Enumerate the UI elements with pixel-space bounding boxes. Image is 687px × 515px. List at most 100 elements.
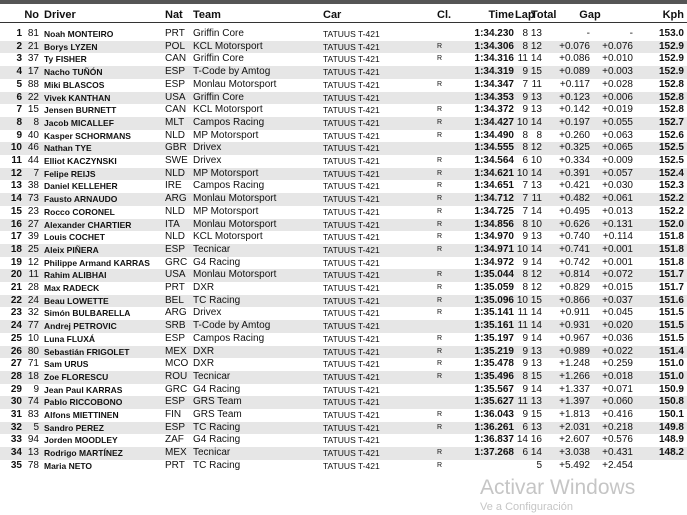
table-row: 25 10 Luna FLUXÁ ESP Campos Racing TATUUS T-4… bbox=[0, 333, 687, 346]
best-lap-cell: 9 bbox=[522, 104, 528, 116]
table-row: 7 15 Jensen BURNETT CAN KCL Motorsport TATUUS… bbox=[0, 104, 687, 117]
best-lap-cell: 9 bbox=[522, 332, 528, 344]
team-cell: Campos Racing bbox=[193, 116, 265, 128]
car-number-cell: 10 bbox=[27, 332, 39, 344]
total-laps-cell: 14 bbox=[530, 167, 542, 179]
car-number-cell: 74 bbox=[27, 396, 39, 408]
car-model-cell: TATUUS T-421 bbox=[323, 346, 380, 357]
car-model-cell: TATUUS T-421 bbox=[323, 422, 380, 433]
interval-cell: +0.013 bbox=[602, 205, 633, 217]
team-cell: TC Racing bbox=[193, 294, 241, 306]
interval-cell: +0.114 bbox=[602, 231, 633, 243]
position-cell: 24 bbox=[10, 320, 22, 332]
total-laps-cell: 13 bbox=[530, 104, 542, 116]
interval-cell: +0.045 bbox=[602, 307, 633, 319]
speed-kph-cell: 152.9 bbox=[658, 66, 684, 78]
gap-cell: +1.248 bbox=[559, 358, 590, 370]
nationality-cell: MEX bbox=[165, 447, 187, 459]
driver-name-cell: Rocco CORONEL bbox=[44, 206, 115, 217]
speed-kph-cell: 152.6 bbox=[658, 129, 684, 141]
best-time-cell: 1:34.725 bbox=[474, 205, 514, 217]
interval-cell: +0.028 bbox=[602, 78, 633, 90]
best-lap-cell: 8 bbox=[522, 40, 528, 52]
interval-cell: +0.057 bbox=[602, 167, 633, 179]
car-model-cell: TATUUS T-421 bbox=[323, 359, 380, 370]
team-cell: GRS Team bbox=[193, 409, 242, 420]
best-time-cell: 1:35.478 bbox=[474, 358, 514, 370]
position-cell: 21 bbox=[10, 282, 22, 293]
header-car: Car bbox=[323, 9, 342, 21]
car-model-cell: TATUUS T-421 bbox=[323, 384, 380, 395]
class-cell: R bbox=[437, 169, 443, 177]
gap-cell: +0.123 bbox=[559, 91, 590, 103]
interval-cell: +0.036 bbox=[602, 332, 633, 344]
car-model-cell: TATUUS T-421 bbox=[323, 105, 380, 116]
best-time-cell: 1:35.627 bbox=[474, 396, 514, 408]
team-cell: MP Motorsport bbox=[193, 129, 259, 141]
driver-name-cell: Felipe REIJS bbox=[44, 168, 96, 179]
class-cell: R bbox=[437, 284, 443, 291]
total-laps-cell: 14 bbox=[530, 383, 542, 395]
best-lap-cell: 9 bbox=[522, 345, 528, 357]
team-cell: Campos Racing bbox=[193, 332, 265, 344]
car-number-cell: 46 bbox=[27, 142, 39, 154]
driver-name-cell: Max RADECK bbox=[44, 283, 100, 293]
class-cell: R bbox=[437, 118, 443, 126]
gap-cell: +0.142 bbox=[559, 104, 590, 116]
position-cell: 4 bbox=[16, 66, 22, 78]
nationality-cell: ESP bbox=[165, 66, 186, 78]
driver-name-cell: Luna FLUXÁ bbox=[44, 333, 95, 344]
car-model-cell: TATUUS T-421 bbox=[323, 117, 380, 128]
team-cell: KCL Motorsport bbox=[193, 104, 263, 116]
table-row: 4 17 Nacho TUÑÓN ESP T-Code by Amtog TATUUS T… bbox=[0, 66, 687, 79]
header-lap: Lap bbox=[515, 9, 535, 21]
speed-kph-cell: 150.8 bbox=[658, 396, 684, 408]
car-number-cell: 94 bbox=[27, 434, 39, 446]
gap-cell: +1.397 bbox=[559, 396, 590, 408]
position-cell: 33 bbox=[10, 434, 22, 446]
car-model-cell: TATUUS T-421 bbox=[323, 232, 380, 243]
car-model-cell: TATUUS T-421 bbox=[323, 460, 380, 471]
nationality-cell: ARG bbox=[165, 307, 187, 319]
best-lap-cell: 11 bbox=[517, 307, 528, 319]
best-lap-cell: 8 bbox=[522, 218, 528, 230]
nationality-cell: SRB bbox=[165, 320, 186, 332]
car-model-cell: TATUUS T-421 bbox=[323, 54, 380, 65]
class-cell: R bbox=[437, 449, 443, 457]
position-cell: 19 bbox=[10, 256, 22, 268]
speed-kph-cell: 148.2 bbox=[658, 447, 684, 459]
table-header: No Driver Nat Team Car Cl. Time Lap Tota… bbox=[0, 6, 687, 23]
car-number-cell: 8 bbox=[33, 116, 39, 128]
class-cell: R bbox=[437, 347, 443, 355]
total-laps-cell: 14 bbox=[530, 256, 542, 268]
total-laps-cell: 14 bbox=[530, 332, 542, 344]
car-number-cell: 38 bbox=[27, 180, 39, 192]
car-model-cell: TATUUS T-421 bbox=[323, 92, 380, 103]
car-number-cell: 15 bbox=[27, 104, 39, 116]
car-model-cell: TATUUS T-421 bbox=[323, 410, 380, 420]
driver-name-cell: Sam URUS bbox=[44, 359, 89, 370]
nationality-cell: NLD bbox=[165, 205, 186, 217]
class-cell: R bbox=[437, 360, 443, 368]
position-cell: 28 bbox=[10, 370, 22, 382]
best-lap-cell: 8 bbox=[522, 142, 528, 154]
interval-cell: +0.259 bbox=[602, 358, 633, 370]
team-cell: Griffin Core bbox=[193, 53, 244, 65]
class-cell: R bbox=[437, 55, 443, 63]
class-cell: R bbox=[437, 157, 443, 164]
driver-name-cell: Noah MONTEIRO bbox=[44, 29, 114, 39]
interval-cell: +0.003 bbox=[602, 66, 633, 78]
nationality-cell: PRT bbox=[165, 28, 185, 39]
team-cell: G4 Racing bbox=[193, 256, 241, 268]
header-class: Cl. bbox=[437, 9, 452, 21]
team-cell: Griffin Core bbox=[193, 28, 244, 39]
table-row: 15 23 Rocco CORONEL NLD MP Motorsport TATUUS … bbox=[0, 206, 687, 219]
gap-cell: +0.814 bbox=[559, 269, 590, 281]
nationality-cell: MEX bbox=[165, 345, 187, 357]
best-time-cell: 1:36.261 bbox=[474, 421, 514, 433]
best-lap-cell: 7 bbox=[522, 78, 528, 90]
driver-name-cell: Alfons MIETTINEN bbox=[44, 410, 119, 420]
best-time-cell: 1:34.319 bbox=[474, 66, 514, 78]
position-cell: 26 bbox=[10, 345, 22, 357]
driver-name-cell: Simón BULBARELLA bbox=[44, 308, 131, 319]
